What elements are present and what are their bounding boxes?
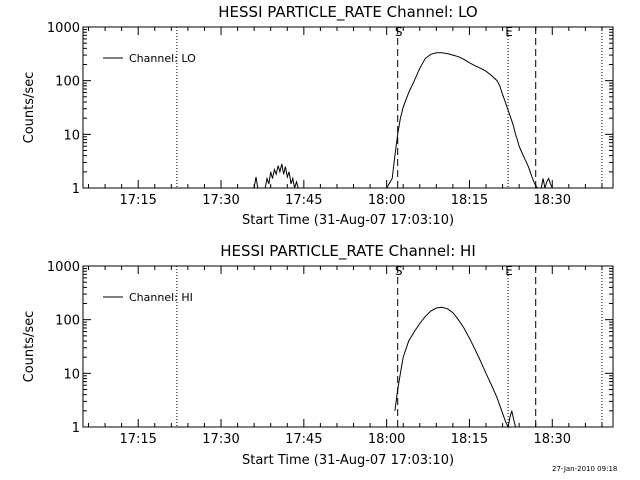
y-axis-label: Counts/sec: [22, 311, 37, 383]
y-tick-label: 1: [72, 182, 80, 197]
x-tick-label: 18:30: [534, 193, 571, 208]
y-tick-label: 10: [63, 128, 80, 143]
x-tick-label: 18:30: [534, 432, 571, 447]
x-tick-label: 17:15: [119, 193, 156, 208]
x-axis-label: Start Time (31-Aug-07 17:03:10): [242, 213, 454, 228]
series-line: [394, 306, 518, 429]
y-tick-label: 1000: [47, 21, 80, 36]
chart-panel-2: HESSI PARTICLE_RATE Channel: HI 1 10 100 100…: [22, 242, 614, 468]
x-tick-label: 18:00: [368, 193, 405, 208]
series-line: [253, 52, 553, 189]
x-tick-label: 18:00: [368, 432, 405, 447]
x-tick-label: 18:15: [451, 432, 488, 447]
x-tick-label: 17:30: [202, 432, 239, 447]
y-tick-label: 100: [55, 314, 80, 329]
x-tick-label: 18:15: [451, 193, 488, 208]
y-tick-label: 10: [63, 367, 80, 382]
chart-title: HESSI PARTICLE_RATE Channel: HI: [220, 242, 476, 261]
x-tick-label: 17:45: [285, 193, 322, 208]
y-axis-label: Counts/sec: [22, 72, 37, 144]
x-tick-label: 17:15: [119, 432, 156, 447]
x-tick-label: 17:30: [202, 193, 239, 208]
legend-entry: Channel: HI: [129, 291, 193, 304]
plot-frame: [82, 265, 614, 428]
chart-panel-1: HESSI PARTICLE_RATE Channel: LO 1 10 100 100…: [22, 3, 614, 228]
time-marker-label: S: [395, 25, 403, 39]
footer-timestamp: 27-Jan-2010 09:18: [552, 465, 618, 473]
time-marker-label: E: [505, 25, 513, 39]
y-tick-label: 1000: [47, 260, 80, 275]
legend-entry: Channel: LO: [129, 52, 196, 65]
time-marker-label: E: [505, 264, 513, 278]
x-axis-label: Start Time (31-Aug-07 17:03:10): [242, 453, 454, 468]
chart-title: HESSI PARTICLE_RATE Channel: LO: [218, 3, 477, 22]
y-tick-label: 1: [72, 421, 80, 436]
y-tick-label: 100: [55, 75, 80, 90]
x-tick-label: 17:45: [285, 432, 322, 447]
time-marker-label: S: [395, 264, 403, 278]
